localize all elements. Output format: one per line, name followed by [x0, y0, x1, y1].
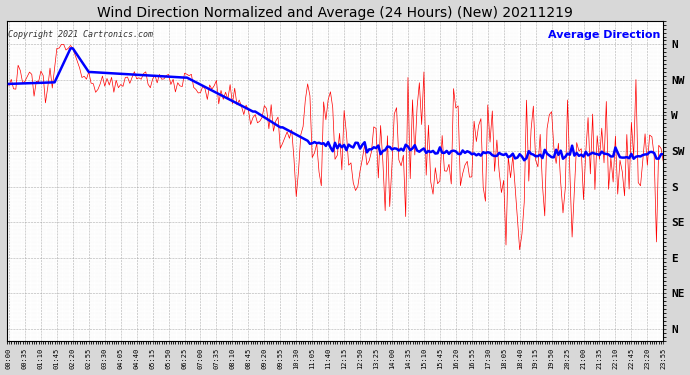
Text: Average Direction: Average Direction	[548, 30, 660, 40]
Text: Copyright 2021 Cartronics.com: Copyright 2021 Cartronics.com	[8, 30, 153, 39]
Title: Wind Direction Normalized and Average (24 Hours) (New) 20211219: Wind Direction Normalized and Average (2…	[97, 6, 573, 20]
